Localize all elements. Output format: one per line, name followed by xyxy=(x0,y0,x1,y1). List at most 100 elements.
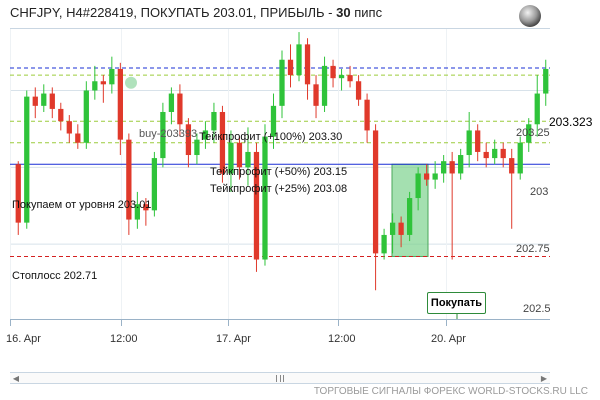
price-chart xyxy=(10,28,550,320)
title-order: H4#228419 xyxy=(66,5,134,20)
candle-body xyxy=(483,151,489,159)
candle-body xyxy=(500,148,506,159)
buy-marker-label: buy-203393 xyxy=(139,128,198,140)
candle-body xyxy=(41,93,47,106)
candle-body xyxy=(534,93,540,125)
candle-body xyxy=(449,161,455,174)
current-price-label: 203.323 xyxy=(549,115,593,129)
candle-body xyxy=(526,124,532,143)
candle-body xyxy=(160,111,166,159)
x-tick xyxy=(121,320,122,326)
x-label: 16. Apr xyxy=(6,333,41,345)
chart-canvas xyxy=(10,29,550,319)
candle-body xyxy=(287,59,294,76)
footer-credit: ТОРГОВЫЕ СИГНАЛЫ ФОРЕКС WORLD-STOCKS.RU … xyxy=(313,386,588,397)
candle-body xyxy=(75,133,81,143)
candle-body xyxy=(347,75,353,82)
x-tick xyxy=(10,320,11,326)
globe-icon[interactable] xyxy=(519,5,541,27)
candle-body xyxy=(100,81,106,85)
scroll-left-icon[interactable]: ◀ xyxy=(12,374,20,383)
candle-body xyxy=(466,130,472,156)
scroll-thumb[interactable] xyxy=(276,375,284,382)
title-pair: CHFJPY xyxy=(10,5,59,20)
price-label-202-75: 202.75 xyxy=(516,243,550,255)
candle-body xyxy=(509,158,515,174)
chart-title: CHFJPY, H4#228419, ПОКУПАТЬ 203.01, ПРИБ… xyxy=(10,5,383,20)
candle-body xyxy=(134,204,141,220)
candle-body xyxy=(441,161,447,174)
candle-body xyxy=(117,68,123,140)
candle-body xyxy=(296,44,302,76)
price-label-202-5: 202.5 xyxy=(523,303,551,315)
candle-body xyxy=(83,90,89,143)
candle-body xyxy=(185,124,192,156)
candle-body xyxy=(304,44,311,85)
candle-body xyxy=(313,84,319,106)
buy-marker-icon xyxy=(125,76,137,89)
candle-body xyxy=(143,204,149,211)
candle-body xyxy=(381,234,387,254)
candle-body xyxy=(364,99,370,131)
candle-body xyxy=(58,108,64,122)
candle-body xyxy=(262,136,268,260)
candle-body xyxy=(543,68,549,94)
x-tick xyxy=(446,320,447,326)
candle-body xyxy=(398,222,404,235)
candle-body xyxy=(389,222,396,235)
x-label: 12:00 xyxy=(110,333,138,345)
take-profit-25-label: Тейкпрофит (+25%) 203.08 xyxy=(210,183,348,195)
x-tick xyxy=(228,320,229,326)
price-label-203-25: 203.25 xyxy=(516,127,550,139)
title-profit-value: 30 xyxy=(336,5,351,20)
candle-body xyxy=(338,75,345,79)
candle-body xyxy=(211,111,217,131)
candle-body xyxy=(177,93,183,125)
candle-body xyxy=(270,105,277,137)
candle-body xyxy=(492,148,498,159)
candle-body xyxy=(355,81,362,100)
candle-body xyxy=(458,155,464,174)
candle-body xyxy=(432,173,438,180)
candle-body xyxy=(24,96,30,223)
candle-body xyxy=(321,65,328,106)
candle-body xyxy=(423,173,430,180)
entry-level-label: Покупаем от уровня 203.01 xyxy=(12,199,152,211)
x-axis: 16. Apr 12:00 17. Apr 12:00 20. Apr xyxy=(6,320,550,362)
title-profit-unit: пипс xyxy=(354,5,383,20)
candle-body xyxy=(330,65,336,79)
candle-body xyxy=(15,164,21,223)
candle-body xyxy=(236,142,243,168)
buy-signal-badge[interactable]: Покупать xyxy=(427,292,486,314)
candle-body xyxy=(194,139,200,156)
candle-body xyxy=(228,142,234,174)
candle-body xyxy=(245,151,251,168)
x-label: 17. Apr xyxy=(216,333,251,345)
horizontal-scrollbar[interactable]: ◀ ▶ xyxy=(10,372,550,384)
candle-body xyxy=(279,59,285,106)
take-profit-50-label: Тейкпрофит (+50%) 203.15 xyxy=(210,166,348,178)
x-label: 20. Apr xyxy=(431,333,466,345)
candle-body xyxy=(406,198,413,235)
title-action: ПОКУПАТЬ 203.01 xyxy=(140,5,253,20)
candle-body xyxy=(202,130,209,140)
candle-body xyxy=(372,130,379,254)
candle-body xyxy=(66,121,72,134)
title-profit-label: ПРИБЫЛЬ - xyxy=(260,5,333,20)
candle-body xyxy=(109,68,115,85)
candle-body xyxy=(168,93,175,112)
candle-body xyxy=(475,130,481,152)
candle-body xyxy=(92,81,98,91)
candle-body xyxy=(126,139,132,220)
candle-body xyxy=(517,142,523,174)
x-label: 12:00 xyxy=(328,333,356,345)
price-label-203: 203 xyxy=(530,186,549,198)
candle-body xyxy=(253,151,260,260)
take-profit-100-label: Тейкпрофит (+100%) 203.30 xyxy=(199,131,343,143)
scroll-right-icon[interactable]: ▶ xyxy=(540,374,548,383)
candle-body xyxy=(151,158,158,211)
candle-body xyxy=(32,96,38,106)
candle-body xyxy=(219,111,226,174)
x-tick xyxy=(338,320,339,326)
candle-body xyxy=(415,173,421,199)
